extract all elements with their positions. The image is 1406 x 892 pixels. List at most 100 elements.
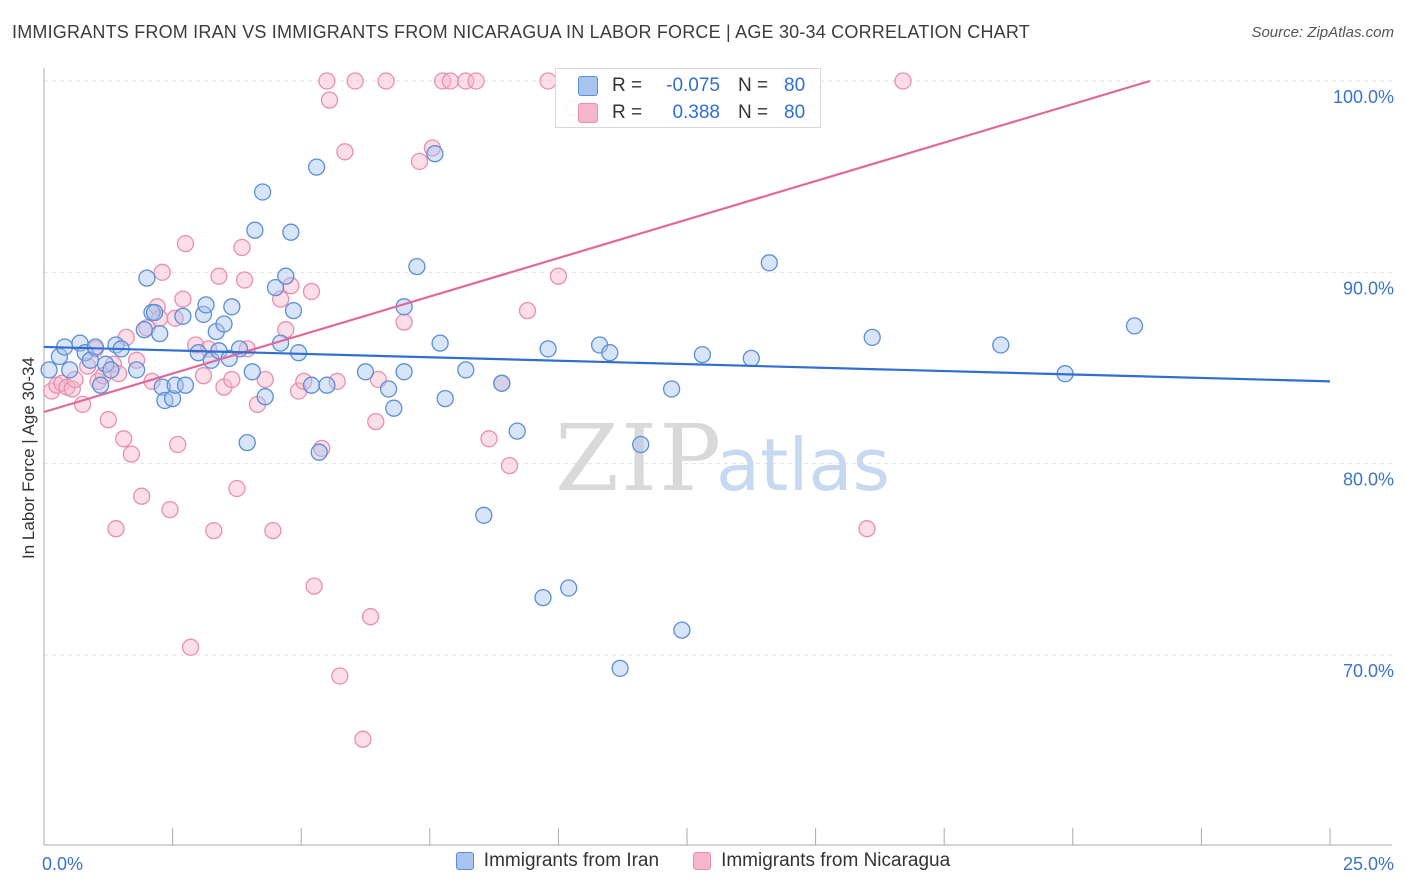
iran-point[interactable] <box>284 301 303 320</box>
nicaragua-point[interactable] <box>361 608 380 626</box>
nicaragua-point[interactable] <box>264 521 282 540</box>
iran-point[interactable] <box>243 363 261 381</box>
nicaragua-point[interactable] <box>107 520 125 538</box>
iran-point[interactable] <box>611 659 629 678</box>
iran-point[interactable] <box>253 183 272 201</box>
iran-point[interactable] <box>662 380 681 398</box>
nicaragua-point[interactable] <box>346 72 364 90</box>
nicaragua-point[interactable] <box>500 456 519 475</box>
iran-point[interactable] <box>742 349 760 368</box>
iran-point[interactable] <box>138 269 156 287</box>
iran-point[interactable] <box>135 321 153 339</box>
nicaragua-point[interactable] <box>367 412 385 431</box>
nicaragua-point[interactable] <box>115 430 133 448</box>
nicaragua-point[interactable] <box>441 72 460 90</box>
iran-point[interactable] <box>601 344 619 362</box>
iran-point[interactable] <box>356 363 375 381</box>
iran-point[interactable] <box>215 315 233 333</box>
nicaragua-point[interactable] <box>161 500 179 519</box>
nicaragua-point[interactable] <box>305 577 323 595</box>
iran-point[interactable] <box>457 361 475 379</box>
iran-point[interactable] <box>310 443 328 461</box>
iran-point[interactable] <box>539 340 557 358</box>
iran-point[interactable] <box>426 145 444 163</box>
nicaragua-point[interactable] <box>169 435 187 454</box>
iran-point[interactable] <box>493 374 511 392</box>
nicaragua-point[interactable] <box>336 143 354 161</box>
iran-point[interactable] <box>408 257 426 276</box>
nicaragua-point[interactable] <box>228 479 246 498</box>
iran-point[interactable] <box>151 324 169 343</box>
iran-point[interactable] <box>760 254 778 272</box>
nicaragua-point[interactable] <box>302 282 321 301</box>
nicaragua-point[interactable] <box>194 367 213 385</box>
iran-point[interactable] <box>102 361 120 379</box>
nicaragua-point[interactable] <box>328 372 346 391</box>
nicaragua-point[interactable] <box>181 638 200 656</box>
legend-entry-iran[interactable]: Immigrants from Iran <box>455 850 659 872</box>
nicaragua-point[interactable] <box>174 290 192 308</box>
iran-point[interactable] <box>197 296 215 314</box>
nicaragua-point[interactable] <box>153 263 171 281</box>
nicaragua-point[interactable] <box>467 72 485 90</box>
iran-point[interactable] <box>86 338 105 356</box>
nicaragua-point[interactable] <box>66 370 84 389</box>
iran-point[interactable] <box>1125 317 1144 335</box>
iran-point[interactable] <box>50 347 69 366</box>
nicaragua-point[interactable] <box>395 313 413 331</box>
iran-point[interactable] <box>40 361 58 379</box>
legend-entry-nicaragua[interactable]: Immigrants from Nicaragua <box>693 850 950 872</box>
nicaragua-point[interactable] <box>176 234 195 253</box>
nicaragua-point[interactable] <box>205 521 223 540</box>
iran-point[interactable] <box>379 380 398 398</box>
iran-point[interactable] <box>277 267 295 285</box>
nicaragua-point[interactable] <box>410 152 429 171</box>
iran-point[interactable] <box>508 422 526 440</box>
iran-point[interactable] <box>176 376 195 394</box>
iran-point[interactable] <box>863 328 881 347</box>
iran-point[interactable] <box>475 506 493 524</box>
nicaragua-point[interactable] <box>122 445 141 463</box>
nicaragua-point[interactable] <box>99 411 117 429</box>
iran-point[interactable] <box>431 334 449 352</box>
iran-point[interactable] <box>223 298 241 316</box>
iran-point[interactable] <box>189 344 207 362</box>
iran-point[interactable] <box>246 221 264 239</box>
nicaragua-point[interactable] <box>318 72 336 90</box>
nicaragua-point[interactable] <box>858 520 876 538</box>
nicaragua-point[interactable] <box>894 72 912 90</box>
iran-point[interactable] <box>307 158 326 176</box>
iran-point[interactable] <box>266 278 285 297</box>
iran-point[interactable] <box>560 579 578 597</box>
iran-point[interactable] <box>153 378 171 396</box>
iran-point[interactable] <box>673 621 691 639</box>
nicaragua-point[interactable] <box>549 267 568 285</box>
iran-point[interactable] <box>145 303 164 322</box>
nicaragua-point[interactable] <box>518 301 537 320</box>
iran-point[interactable] <box>302 376 321 394</box>
nicaragua-point[interactable] <box>133 487 151 505</box>
iran-point[interactable] <box>91 376 110 394</box>
iran-point[interactable] <box>256 388 274 406</box>
iran-point[interactable] <box>318 376 336 394</box>
nicaragua-point[interactable] <box>320 91 339 109</box>
nicaragua-point[interactable] <box>210 267 228 285</box>
iran-point[interactable] <box>632 435 650 454</box>
iran-point[interactable] <box>174 307 192 325</box>
nicaragua-point[interactable] <box>354 730 372 748</box>
nicaragua-point[interactable] <box>480 430 498 448</box>
iran-point[interactable] <box>436 389 454 408</box>
nicaragua-point[interactable] <box>235 271 254 289</box>
iran-point[interactable] <box>385 399 403 417</box>
iran-point[interactable] <box>395 363 413 381</box>
nicaragua-point[interactable] <box>539 72 557 90</box>
nicaragua-point[interactable] <box>256 370 274 389</box>
nicaragua-point[interactable] <box>223 370 241 389</box>
nicaragua-point[interactable] <box>127 351 146 369</box>
iran-point[interactable] <box>693 345 712 364</box>
iran-point[interactable] <box>163 389 182 408</box>
iran-point[interactable] <box>127 361 146 379</box>
iran-point[interactable] <box>238 433 256 452</box>
nicaragua-point[interactable] <box>331 667 349 685</box>
nicaragua-point[interactable] <box>377 72 395 90</box>
